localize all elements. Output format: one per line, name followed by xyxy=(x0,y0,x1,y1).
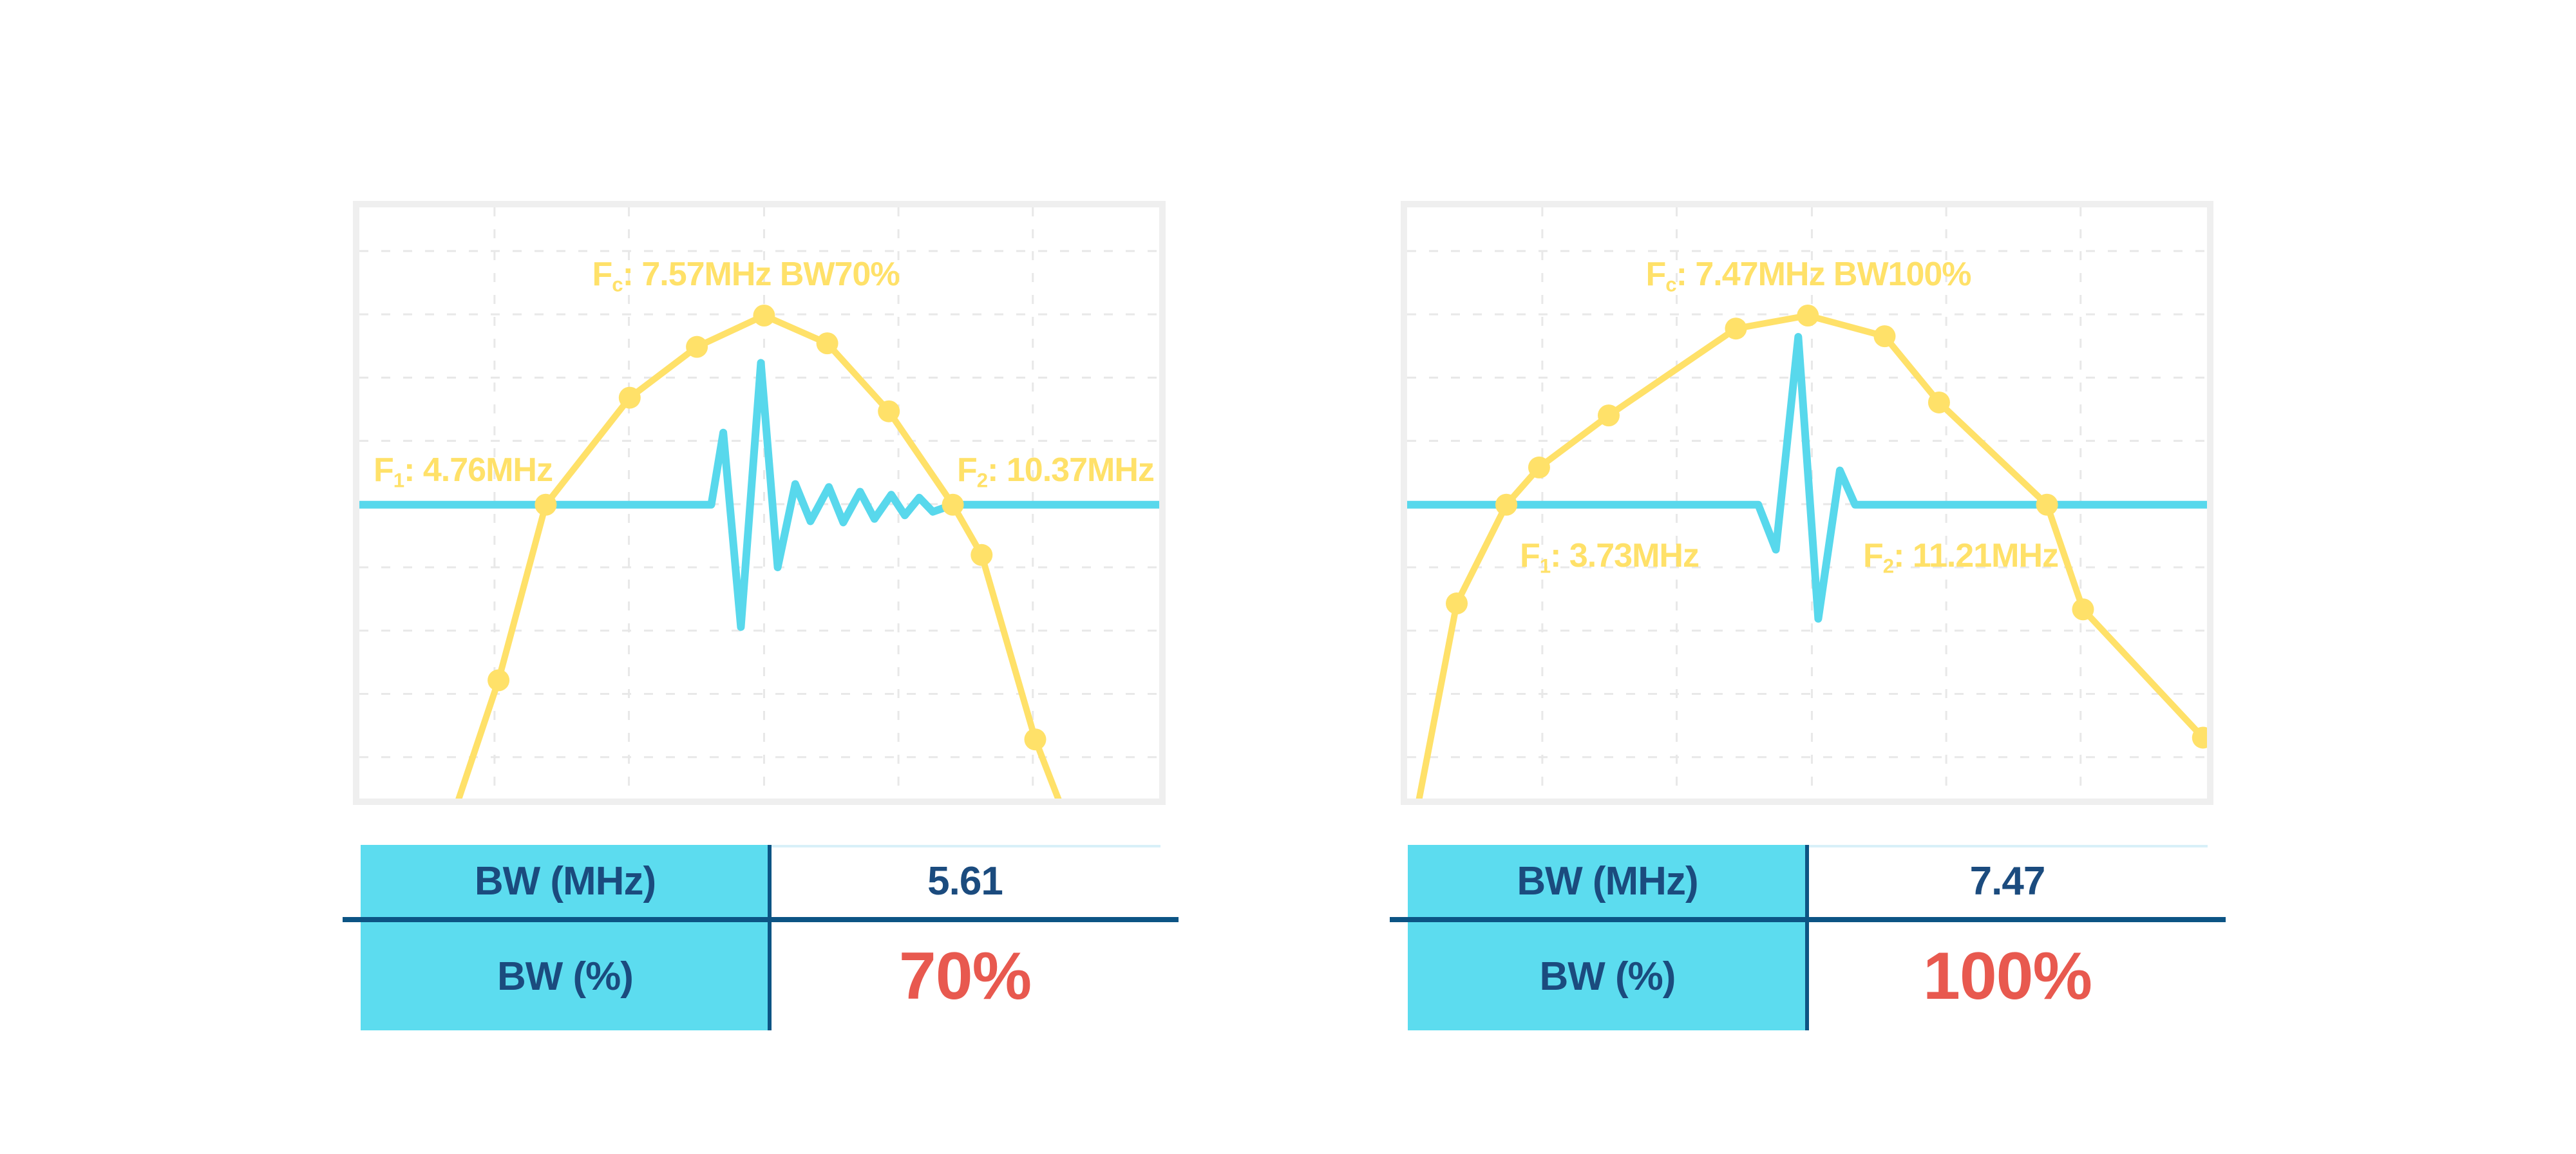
bw-pct-label-cell: BW (%) xyxy=(1408,922,1807,1030)
bw-mhz-label: BW (MHz) xyxy=(1517,858,1698,903)
bw-mhz-label-cell: BW (MHz) xyxy=(1408,845,1807,917)
fc-annotation: Fc: 7.47MHz BW100% xyxy=(1645,258,1971,295)
f1-prefix: F xyxy=(1520,537,1540,574)
f1-subscript: 1 xyxy=(393,469,404,492)
plot-area-bw70: Fc: 7.57MHz BW70% F1: 4.76MHz F2: 10.37M… xyxy=(359,207,1159,799)
f1-subscript: 1 xyxy=(1539,554,1551,578)
f2-value-text: : 10.37MHz xyxy=(987,451,1155,489)
table-row-divider xyxy=(343,917,1179,922)
spectrum-plot-svg xyxy=(1407,207,2207,799)
fc-prefix: F xyxy=(592,256,612,293)
bw-pct-value: 70% xyxy=(898,938,1032,1014)
bw-mhz-value-cell: 5.61 xyxy=(770,845,1160,917)
bw-pct-label-cell: BW (%) xyxy=(361,922,770,1030)
bw-pct-value-cell: 70% xyxy=(770,922,1160,1030)
f2-annotation: F2: 10.37MHz xyxy=(957,451,1155,492)
f2-prefix: F xyxy=(1863,537,1884,574)
bw-pct-value: 100% xyxy=(1923,938,2092,1014)
bw-pct-label: BW (%) xyxy=(497,954,634,999)
table-column-divider xyxy=(768,845,772,1030)
bw-pct-value-cell: 100% xyxy=(1807,922,2208,1030)
table-header-column xyxy=(1408,845,1807,1030)
value-column-top-border xyxy=(1807,845,2208,847)
plot-area-bw100: Fc: 7.47MHz BW100% F1: 3.73MHz F2: 11.21… xyxy=(1407,207,2207,799)
f1-value-text: : 3.73MHz xyxy=(1550,537,1700,574)
f2-annotation: F2: 11.21MHz xyxy=(1863,537,2059,578)
table-column-divider xyxy=(1805,845,1809,1030)
bw-table-100: BW (MHz) 7.47 BW (%) 100% xyxy=(1390,845,2226,1030)
bw-mhz-label: BW (MHz) xyxy=(474,858,656,903)
fc-value-text: : 7.57MHz BW70% xyxy=(622,256,900,293)
fc-prefix: F xyxy=(1645,256,1666,293)
fc-value-text: : 7.47MHz BW100% xyxy=(1676,256,1972,293)
f2-prefix: F xyxy=(957,451,978,489)
spectrum-plot-svg xyxy=(359,207,1159,799)
f1-value-text: : 4.76MHz xyxy=(404,451,553,489)
spectrum-chart-bw100: Fc: 7.47MHz BW100% F1: 3.73MHz F2: 11.21… xyxy=(1401,201,2213,805)
bw-mhz-value: 5.61 xyxy=(927,858,1003,903)
f2-subscript: 2 xyxy=(1882,554,1894,578)
f2-value-text: : 11.21MHz xyxy=(1893,537,2059,574)
bw-mhz-value-cell: 7.47 xyxy=(1807,845,2208,917)
f1-annotation: F1: 3.73MHz xyxy=(1520,537,1700,578)
f1-annotation: F1: 4.76MHz xyxy=(374,453,553,491)
bw-pct-label: BW (%) xyxy=(1539,954,1676,999)
bw-table-70: BW (MHz) 5.61 BW (%) 70% xyxy=(343,845,1179,1030)
fc-subscript: c xyxy=(1665,273,1676,296)
bw-mhz-value: 7.47 xyxy=(1969,858,2046,903)
fc-subscript: c xyxy=(612,273,623,296)
value-column-top-border xyxy=(770,845,1160,847)
spectrum-chart-bw70: Fc: 7.57MHz BW70% F1: 4.76MHz F2: 10.37M… xyxy=(353,201,1166,805)
table-header-column xyxy=(361,845,770,1030)
f1-prefix: F xyxy=(374,451,394,489)
f2-subscript: 2 xyxy=(976,469,988,492)
bw-mhz-label-cell: BW (MHz) xyxy=(361,845,770,917)
fc-annotation: Fc: 7.57MHz BW70% xyxy=(592,256,900,296)
